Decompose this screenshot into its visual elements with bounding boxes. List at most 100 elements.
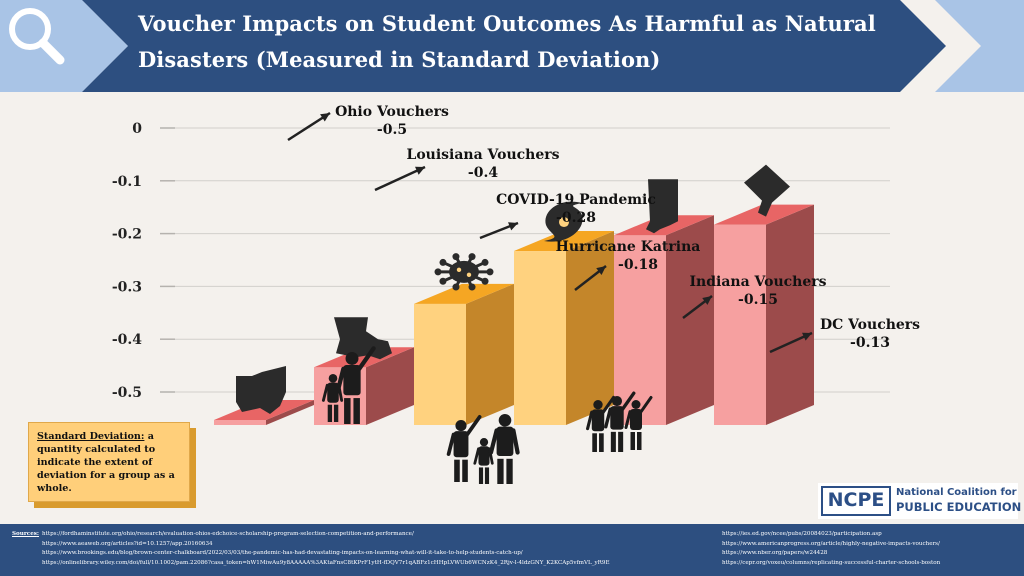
callout-arrowhead: [596, 266, 606, 275]
person-arm: [488, 428, 499, 455]
y-tick-label: 0: [132, 121, 142, 137]
source-link[interactable]: https://onlinelibrary.wiley.com/doi/full…: [42, 559, 610, 566]
value-label: -0.4: [468, 165, 498, 181]
person-arm: [473, 447, 480, 465]
source-link[interactable]: https://www.americanprogress.org/article…: [722, 540, 940, 547]
value-label: -0.13: [850, 335, 890, 351]
person-torso: [496, 426, 514, 456]
person-head: [345, 352, 359, 365]
y-axis: 0 -0.1 -0.2 -0.3 -0.4 -0.5: [112, 121, 142, 401]
bars: [214, 164, 814, 425]
person-leg: [592, 433, 597, 452]
virus-spike-tip: [452, 283, 460, 291]
person-leg: [327, 404, 333, 422]
callout-arrowhead: [415, 166, 425, 175]
y-tick-label: -0.4: [112, 332, 142, 348]
virus-spike-tip: [439, 277, 447, 285]
virus-spike-tip: [468, 253, 476, 261]
category-label: COVID-19 Pandemic: [496, 192, 656, 208]
person-leg: [599, 433, 604, 452]
virus-body: [449, 260, 479, 283]
callout-arrowhead: [320, 113, 330, 122]
person-silhouette: [321, 374, 344, 422]
sources-label-text: Sources: [12, 531, 37, 537]
category-label: Ohio Vouchers: [335, 104, 449, 120]
person-leg: [462, 459, 468, 482]
person-arm: [357, 346, 376, 372]
person-arm: [624, 410, 632, 429]
person-head: [455, 420, 467, 432]
standard-deviation-note: Standard Deviation: a quantity calculate…: [28, 422, 196, 508]
virus-dot: [456, 267, 462, 273]
logo-abbr: NCPE: [821, 486, 891, 516]
virus-spike-tip: [439, 258, 447, 266]
search-icon: [9, 8, 65, 65]
source-link[interactable]: https://www.nber.org/papers/w24428: [722, 550, 828, 557]
person-arm: [335, 366, 346, 394]
ncpe-logo: NCPE National Coalition for PUBLIC EDUCA…: [818, 483, 1021, 519]
category-label: DC Vouchers: [820, 317, 920, 333]
source-link[interactable]: https://www.brookings.edu/blog/brown-cen…: [42, 550, 523, 557]
person-leg: [353, 398, 360, 424]
hurricane-eye: [559, 217, 569, 228]
y-tick-label: -0.3: [112, 279, 142, 295]
y-tick-label: -0.1: [112, 174, 142, 190]
person-silhouette: [624, 396, 653, 450]
person-arm: [465, 415, 482, 437]
person-silhouette: [586, 395, 616, 452]
value-label: -0.28: [556, 210, 596, 226]
person-head: [593, 400, 603, 410]
bar-top: [414, 283, 514, 304]
category-label: Indiana Vouchers: [690, 274, 827, 290]
value-label: -0.18: [618, 257, 658, 273]
person-torso: [453, 431, 469, 458]
bar-side: [466, 283, 514, 425]
callout-arrow: [374, 165, 426, 192]
person-arm: [601, 395, 616, 414]
hurricane-icon: [544, 201, 583, 242]
value-label: -0.15: [738, 292, 778, 308]
bar-side: [566, 231, 614, 425]
virus-spike-tip: [468, 283, 476, 291]
person-leg: [478, 467, 484, 484]
bar-front: [614, 235, 666, 425]
virus-spike-tip: [481, 277, 489, 285]
bar-side: [766, 204, 814, 425]
right-chevron: [935, 0, 1024, 92]
person-head: [479, 438, 489, 447]
source-link[interactable]: https://ies.ed.gov/ncee/pubs/20084023/pa…: [722, 531, 882, 537]
source-link[interactable]: https://cepr.org/voxeu/columns/replicati…: [722, 559, 941, 566]
person-silhouette: [473, 438, 494, 484]
logo-line-1: National Coalition for: [896, 487, 1017, 498]
bar-0: [214, 366, 314, 425]
indiana-state-icon: [646, 179, 678, 234]
person-silhouette: [604, 391, 636, 452]
person-leg: [630, 432, 635, 450]
person-leg: [333, 404, 339, 422]
source-link[interactable]: https://fordhaminstitute.org/ohio/resear…: [42, 531, 414, 537]
person-leg: [506, 458, 513, 484]
person-torso: [630, 409, 642, 430]
source-link[interactable]: https://www.aeaweb.org/articles?id=10.12…: [42, 540, 213, 547]
person-arm: [321, 383, 329, 402]
person-arm: [511, 428, 520, 455]
category-label: Hurricane Katrina: [556, 239, 701, 255]
person-leg: [497, 458, 504, 484]
ohio-state-icon: [236, 366, 286, 414]
person-silhouette: [446, 415, 482, 482]
people-silhouettes: [321, 346, 653, 484]
category-label: Louisiana Vouchers: [406, 147, 559, 163]
person-arm: [604, 407, 612, 429]
person-torso: [327, 382, 339, 403]
dc-map-icon: [744, 164, 790, 217]
person-arm: [446, 432, 456, 456]
left-chevron: [0, 0, 128, 92]
bar-5: [714, 164, 814, 425]
header-banner: Voucher Impacts on Student Outcomes As H…: [0, 0, 1024, 92]
virus-spike-tip: [481, 258, 489, 266]
note-definition: a quantity calculated to indicate the ex…: [37, 431, 175, 494]
bar-front: [414, 303, 466, 425]
person-torso: [478, 446, 490, 466]
bar-side: [366, 347, 414, 425]
bar-chart: 0 -0.1 -0.2 -0.3 -0.4 -0.5 Ohio Vouchers -0.5 L…: [112, 104, 920, 484]
